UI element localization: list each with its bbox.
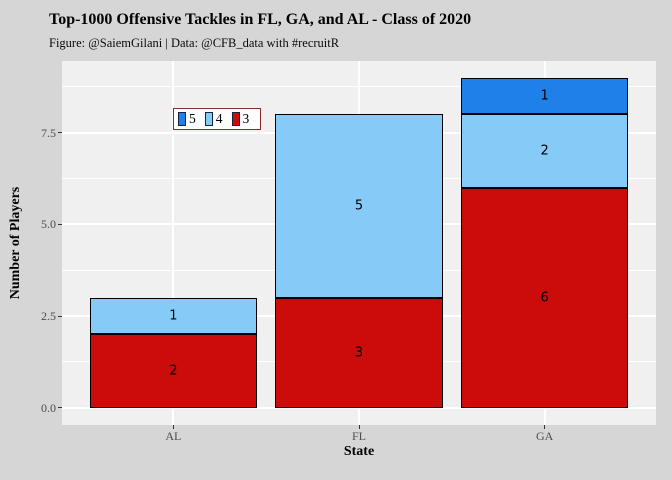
legend-key (204, 112, 213, 126)
chart-subtitle: Figure: @SaiemGilani | Data: @CFB_data w… (49, 36, 340, 50)
y-tick-label: 5.0 (41, 217, 56, 232)
bar-label: 1 (169, 308, 178, 324)
bar-label: 2 (540, 143, 549, 159)
x-tick (358, 425, 360, 429)
x-tick-label: GA (535, 429, 554, 443)
x-tick-label: FL (351, 429, 367, 443)
legend: 5 4 3 (173, 108, 262, 130)
bar-label: 6 (540, 290, 549, 306)
legend-item: 4 (204, 111, 232, 126)
y-tick-label: 7.5 (41, 125, 56, 140)
legend-label: 3 (242, 111, 250, 126)
legend-label: 5 (189, 111, 196, 126)
y-tick (58, 407, 62, 409)
bar-label: 3 (354, 345, 364, 361)
legend-label: 4 (215, 111, 223, 126)
x-axis-title: State (343, 444, 375, 459)
plot-panel: 2 1 3 5 6 2 1 5 4 3 (62, 61, 656, 425)
y-tick (58, 223, 62, 225)
legend-item: 5 (178, 112, 205, 126)
y-axis-title: Number of Players (8, 186, 23, 300)
bar-label: 2 (169, 363, 178, 379)
bar-GA-3 (461, 187, 629, 408)
bar-FL-3 (275, 297, 443, 408)
x-tick-label: AL (165, 429, 182, 443)
vertical-gridline (172, 61, 175, 425)
bar-GA-5 (461, 77, 629, 115)
x-tick (172, 425, 174, 429)
x-tick (544, 425, 546, 429)
legend-item: 3 (231, 111, 259, 126)
legend-key (231, 112, 240, 126)
y-tick (58, 132, 62, 134)
bar-AL-4 (89, 297, 257, 335)
y-tick-label: 2.5 (41, 309, 56, 324)
bar-FL-4 (275, 114, 443, 298)
gridline-major (62, 406, 656, 409)
bar-label: 5 (354, 198, 364, 214)
legend-key (178, 112, 186, 126)
bar-label: 1 (540, 88, 549, 104)
y-tick-label: 0.0 (41, 400, 56, 415)
bar-GA-4 (461, 114, 629, 188)
bar-AL-3 (89, 334, 257, 408)
y-tick (58, 315, 62, 317)
chart-title: Top-1000 Offensive Tackles in FL, GA, an… (49, 11, 472, 28)
gridline-minor (62, 86, 656, 88)
